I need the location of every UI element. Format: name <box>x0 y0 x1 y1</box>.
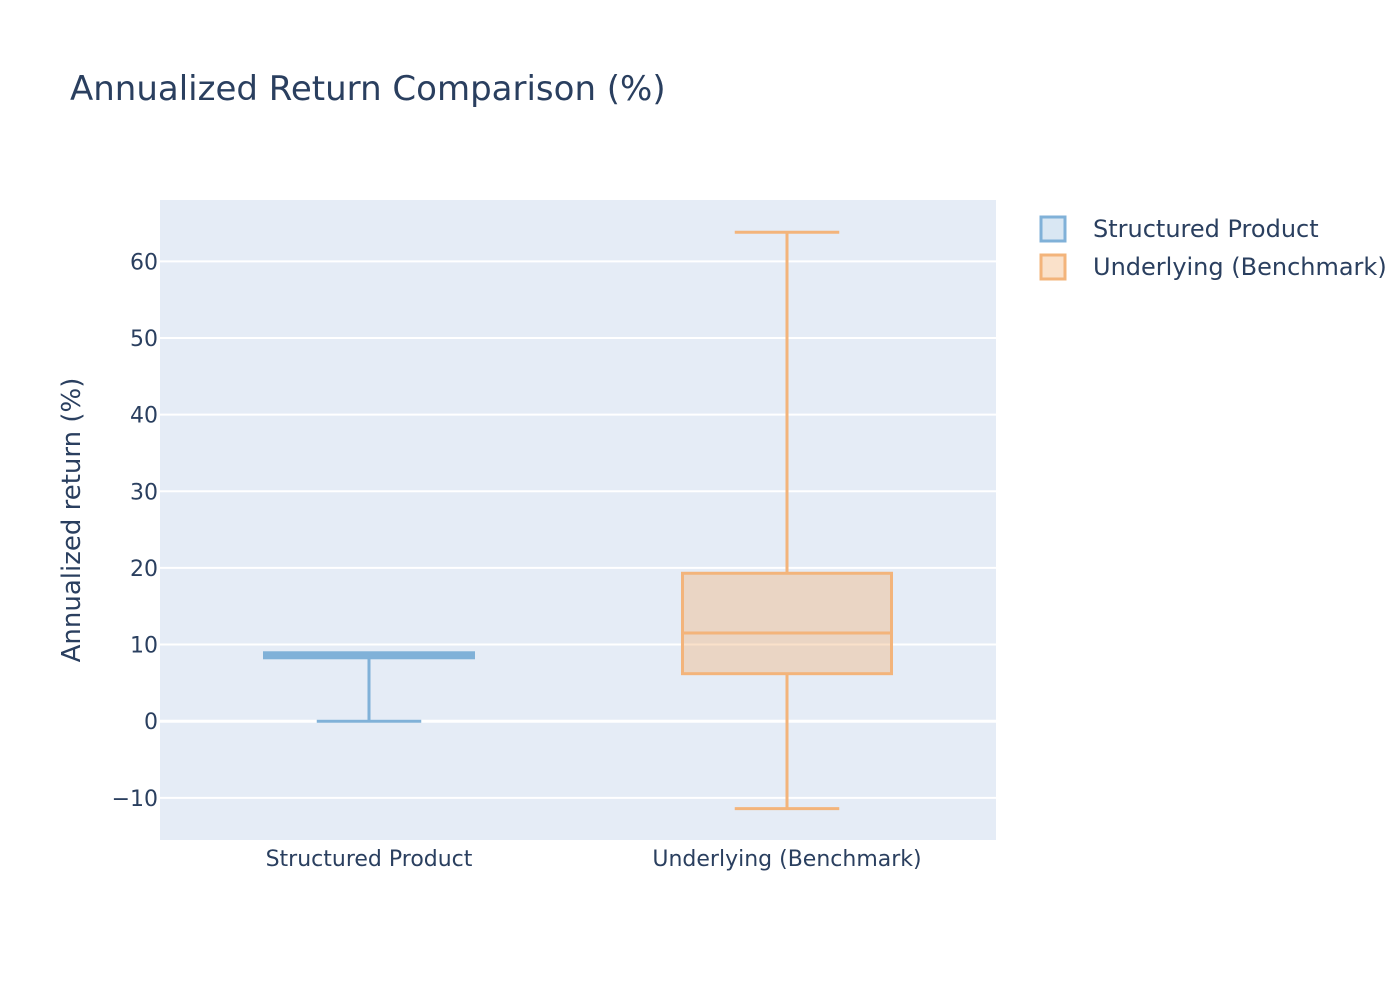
y-tick-label: 60 <box>130 250 158 275</box>
box-0 <box>263 651 475 723</box>
x-tick-label: Underlying (Benchmark) <box>652 847 921 872</box>
legend-swatch <box>1039 215 1067 243</box>
y-tick-label: −10 <box>112 787 158 812</box>
legend-label: Underlying (Benchmark) <box>1093 253 1387 281</box>
legend: Structured Product Underlying (Benchmark) <box>1039 215 1387 281</box>
box-series <box>263 230 893 811</box>
y-tick-label: 50 <box>130 327 158 352</box>
y-tick-label: 40 <box>130 404 158 429</box>
y-tick-label: 10 <box>130 634 158 659</box>
x-tick-label: Structured Product <box>266 847 473 872</box>
legend-swatch <box>1039 253 1067 281</box>
gridlines <box>160 260 996 799</box>
box-1 <box>681 230 893 811</box>
x-axis-ticks: Structured Product Underlying (Benchmark) <box>266 847 922 872</box>
legend-label: Structured Product <box>1093 215 1319 243</box>
y-tick-label: 20 <box>130 557 158 582</box>
y-tick-label: 30 <box>130 480 158 505</box>
iqr-box <box>681 571 893 676</box>
y-axis-title: Annualized return (%) <box>57 378 87 663</box>
y-axis-ticks: −10 0 10 20 30 40 50 60 <box>112 250 158 812</box>
y-tick-label: 0 <box>144 710 158 735</box>
chart-title: Annualized Return Comparison (%) <box>70 69 666 109</box>
plot-area <box>160 200 996 840</box>
